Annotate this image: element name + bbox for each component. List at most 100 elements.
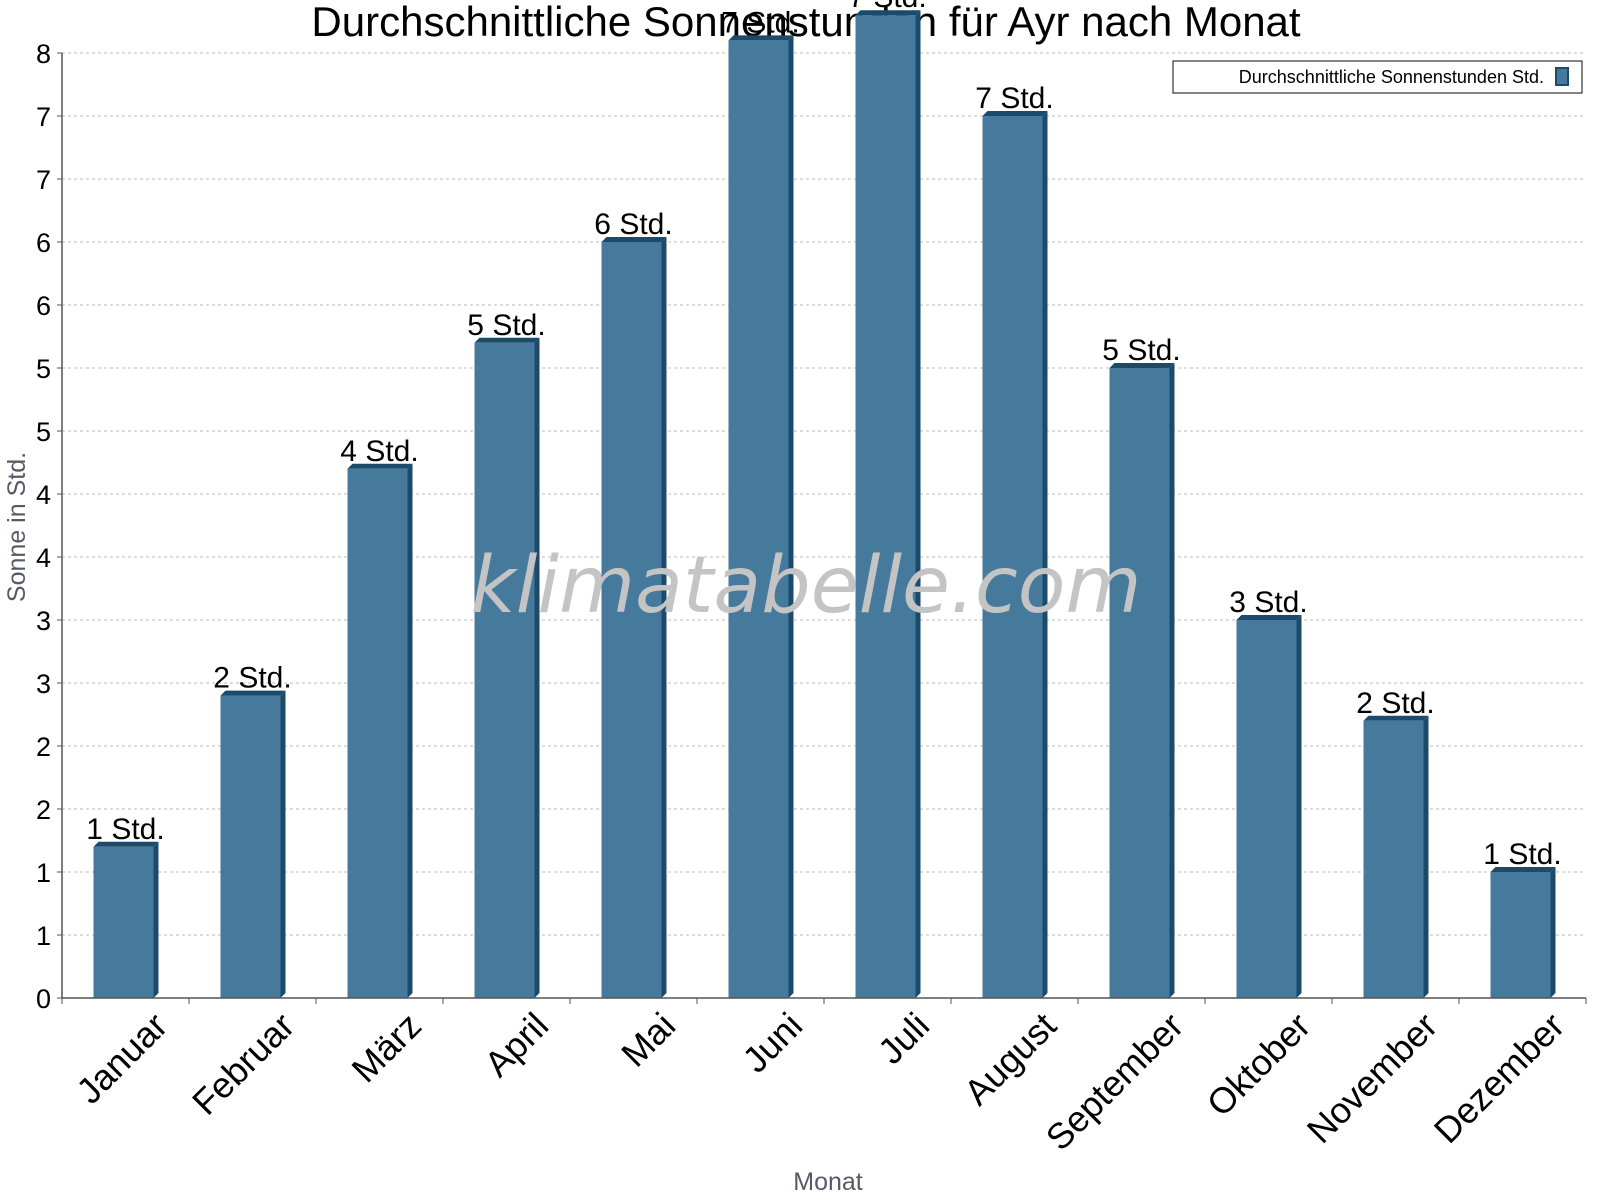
data-label: 2 Std. <box>1356 687 1434 720</box>
x-tick-label: April <box>476 1005 556 1085</box>
y-tick-label: 7 <box>36 102 51 132</box>
bar-face <box>601 242 662 998</box>
bar-side <box>1296 615 1302 998</box>
x-tick-label: September <box>1038 1005 1192 1159</box>
y-tick-label: 4 <box>36 543 51 573</box>
bar-side <box>661 237 667 998</box>
bar-top <box>1490 867 1556 872</box>
bar-top <box>855 10 921 16</box>
y-axis-ticks: 0 1 1 2 2 3 3 4 4 5 5 6 6 7 7 8 <box>36 39 62 1014</box>
watermark: klimatabelle.com <box>471 541 1142 631</box>
bar-side <box>1550 867 1556 998</box>
bar-face <box>93 846 154 998</box>
data-label: 5 Std. <box>1102 334 1180 367</box>
y-tick-label: 6 <box>36 228 51 258</box>
bar <box>220 690 286 998</box>
bar-top <box>982 111 1048 116</box>
bar-top <box>347 463 413 469</box>
data-label: 7 Std. <box>721 6 799 39</box>
bar-face <box>1363 720 1424 998</box>
data-label: 1 Std. <box>1483 838 1561 871</box>
x-tick-label: Juni <box>734 1005 810 1081</box>
bar-top <box>93 841 159 847</box>
bar-side <box>788 35 794 998</box>
y-tick-label: 2 <box>36 795 51 825</box>
data-labels: 1 Std. 2 Std. 4 Std. 5 Std. 6 Std. 7 Std. 7 St… <box>86 0 1561 871</box>
y-tick-label: 5 <box>36 417 51 447</box>
legend-swatch <box>1555 67 1569 86</box>
x-tick-label: Mai <box>613 1005 683 1075</box>
data-label: 1 Std. <box>86 813 164 846</box>
y-axis-label: Sonne in Std. <box>3 452 31 602</box>
y-tick-label: 5 <box>36 354 51 384</box>
y-tick-label: 3 <box>36 669 51 699</box>
bar-top <box>474 337 540 343</box>
bar <box>347 463 413 998</box>
bar-top <box>728 35 794 41</box>
bar-top <box>601 237 667 242</box>
bar <box>1363 715 1429 998</box>
x-tick-label: August <box>956 1005 1064 1113</box>
data-label: 4 Std. <box>340 435 418 468</box>
legend-entry-label: Durchschnittliche Sonnenstunden Std. <box>1239 67 1544 87</box>
bar-face <box>474 342 535 998</box>
bar-face <box>220 695 281 998</box>
x-tick-label: Februar <box>184 1005 302 1123</box>
bar-face <box>1490 872 1551 998</box>
bar <box>728 35 794 998</box>
bar-top <box>1363 715 1429 721</box>
bar <box>474 337 540 998</box>
grid <box>62 52 1586 936</box>
bar <box>982 111 1048 998</box>
bar-side <box>407 463 413 998</box>
x-axis-label: Monat <box>793 1168 863 1196</box>
bar <box>1490 867 1556 998</box>
bar-side <box>915 10 921 998</box>
bar-face <box>347 468 408 998</box>
x-axis-ticks: Januar Februar März April Mai Juni Juli AugustS… <box>61 998 1587 1159</box>
bar-face <box>1109 368 1170 998</box>
bars <box>93 10 1556 998</box>
y-tick-label: 0 <box>36 984 51 1014</box>
y-tick-label: 8 <box>36 39 51 69</box>
y-tick-label: 3 <box>36 606 51 636</box>
bar-face <box>1236 620 1297 998</box>
bar-side <box>153 841 159 998</box>
chart-title: Durchschnittliche Sonnenstunden für Ayr … <box>311 0 1300 45</box>
y-tick-label: 6 <box>36 291 51 321</box>
y-tick-label: 1 <box>36 858 51 888</box>
data-label: 7 Std. <box>975 82 1053 115</box>
bar-side <box>1042 111 1048 998</box>
x-tick-label: März <box>344 1005 430 1091</box>
y-tick-label: 7 <box>36 165 51 195</box>
x-tick-label: November <box>1299 1005 1445 1151</box>
bar-face <box>728 40 789 998</box>
bar <box>855 10 921 998</box>
bar-side <box>1423 715 1429 998</box>
bar-face <box>982 116 1043 998</box>
y-tick-label: 1 <box>36 921 51 951</box>
data-label: 6 Std. <box>594 208 672 241</box>
bar-top <box>1236 615 1302 620</box>
legend: Durchschnittliche Sonnenstunden Std. <box>1172 60 1583 94</box>
bar <box>601 237 667 998</box>
bar-side <box>1169 363 1175 998</box>
bar <box>1109 363 1175 998</box>
data-label: 2 Std. <box>213 662 291 695</box>
y-tick-label: 4 <box>36 480 51 510</box>
data-label: 3 Std. <box>1229 586 1307 619</box>
legend-box <box>1172 60 1583 94</box>
bar <box>1236 615 1302 998</box>
x-tick-label: Januar <box>68 1005 175 1112</box>
data-label: 5 Std. <box>467 309 545 342</box>
x-tick-label: Juli <box>870 1005 937 1072</box>
bar <box>93 841 159 998</box>
x-tick-label: Oktober <box>1199 1005 1319 1125</box>
bar-top <box>1109 363 1175 368</box>
bar-side <box>280 690 286 998</box>
x-tick-label: Dezember <box>1426 1005 1572 1151</box>
bar-face <box>855 15 916 998</box>
y-tick-label: 2 <box>36 732 51 762</box>
data-label: 7 Std. <box>848 0 926 14</box>
